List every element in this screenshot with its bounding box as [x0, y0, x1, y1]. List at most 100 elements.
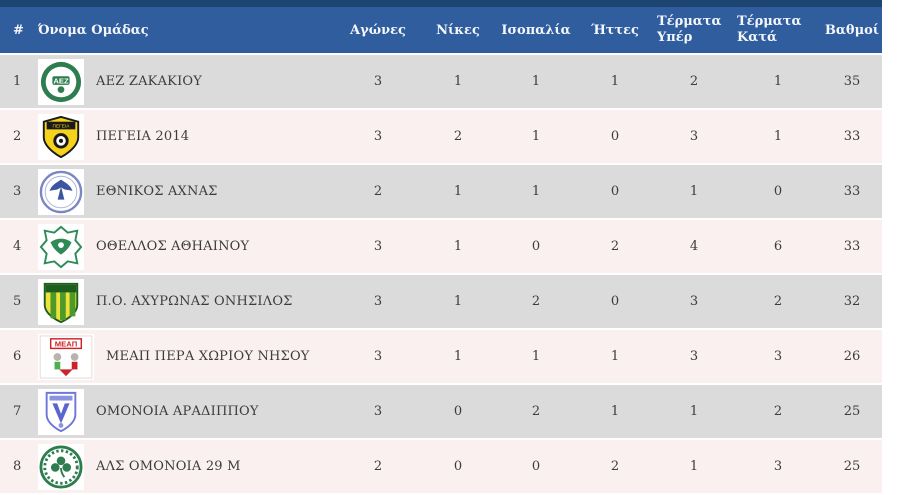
wins-value: 1 [453, 239, 463, 254]
games-value: 2 [373, 459, 383, 474]
games-value: 3 [373, 74, 383, 89]
games-value: 3 [373, 294, 383, 309]
position-value: 5 [13, 294, 22, 309]
team-cell: ΕΘΝΙΚΟΣ ΑΧΝΑΣ [36, 168, 336, 215]
table-row[interactable]: 4 ΟΘΕΛΛΟΣ ΑΘΗΑΙΝΟΥ 3 1 0 2 4 6 33 [0, 220, 882, 275]
team-name: ΑΛΣ ΟΜΟΝΟΙΑ 29 Μ [96, 459, 241, 474]
svg-text:ΜΕΑΠ: ΜΕΑΠ [55, 339, 78, 348]
losses-value: 0 [610, 129, 620, 144]
wins-value: 1 [453, 349, 463, 364]
team-name: Π.Ο. ΑΧΥΡΩΝΑΣ ΟΝΗΣΙΛΟΣ [96, 294, 293, 309]
wins-value: 2 [453, 129, 463, 144]
goals-against-value: 2 [773, 404, 783, 419]
goals-for-value: 2 [689, 74, 699, 89]
goals-against-value: 6 [773, 239, 783, 254]
points-value: 25 [843, 459, 861, 474]
losses-value: 0 [610, 184, 620, 199]
draws-value: 2 [531, 294, 541, 309]
games-value: 3 [373, 404, 383, 419]
header-position: # [13, 22, 24, 38]
header-team-name: Όνομα Ομάδας [38, 22, 149, 38]
table-body: 1 ΑΕΖ ΑΕΖ ΖΑΚΑΚΙΟΥ 3 1 1 1 2 1 35 2 ΠΕΓΕ… [0, 55, 882, 495]
position-value: 3 [13, 184, 22, 199]
header-goals-for: Τέρματα Υπέρ [657, 13, 722, 45]
wins-value: 1 [453, 74, 463, 89]
goals-for-value: 3 [689, 349, 699, 364]
ethnikos-achnas-crest [38, 168, 84, 215]
draws-value: 2 [531, 404, 541, 419]
svg-text:ΑΕΖ: ΑΕΖ [53, 76, 69, 85]
goals-for-value: 3 [689, 129, 699, 144]
aez-zakakiou-crest: ΑΕΖ [38, 58, 84, 105]
table-row[interactable]: 6 ΜΕΑΠ ΜΕΑΠ ΠΕΡΑ ΧΩΡΙΟΥ ΝΗΣΟΥ 3 1 1 1 3 … [0, 330, 882, 385]
goals-against-value: 2 [773, 294, 783, 309]
table-top-accent-bar [0, 0, 882, 7]
pegeia-2014-crest: ΠΕΓΕΙΑ [38, 113, 84, 160]
team-name: ΟΘΕΛΛΟΣ ΑΘΗΑΙΝΟΥ [96, 239, 250, 254]
losses-value: 0 [610, 294, 620, 309]
goals-against-value: 1 [773, 74, 783, 89]
draws-value: 1 [531, 129, 541, 144]
losses-value: 1 [610, 74, 620, 89]
wins-value: 0 [453, 404, 463, 419]
als-omonoia-29m-crest [38, 443, 84, 490]
team-cell: ΜΕΑΠ ΜΕΑΠ ΠΕΡΑ ΧΩΡΙΟΥ ΝΗΣΟΥ [36, 333, 336, 380]
omonoia-aradippou-crest [38, 388, 84, 435]
losses-value: 1 [610, 404, 620, 419]
meap-pera-choriou-crest: ΜΕΑΠ [38, 333, 94, 380]
games-value: 3 [373, 239, 383, 254]
goals-for-value: 1 [689, 184, 699, 199]
goals-for-value: 3 [689, 294, 699, 309]
position-value: 6 [13, 349, 22, 364]
draws-value: 0 [531, 459, 541, 474]
points-value: 32 [843, 294, 861, 309]
points-value: 35 [843, 74, 861, 89]
position-value: 7 [13, 404, 22, 419]
draws-value: 0 [531, 239, 541, 254]
header-goals-against: Τέρματα Κατά [737, 13, 802, 45]
points-value: 33 [843, 129, 861, 144]
team-name: ΜΕΑΠ ΠΕΡΑ ΧΩΡΙΟΥ ΝΗΣΟΥ [106, 349, 310, 364]
team-name: ΑΕΖ ΖΑΚΑΚΙΟΥ [96, 74, 203, 89]
goals-for-value: 1 [689, 459, 699, 474]
draws-value: 1 [531, 349, 541, 364]
losses-value: 1 [610, 349, 620, 364]
header-losses: Ήττες [591, 22, 639, 38]
table-row[interactable]: 5 Π.Ο. ΑΧΥΡΩΝΑΣ ΟΝΗΣΙΛΟΣ 3 1 2 0 3 2 32 [0, 275, 882, 330]
wins-value: 1 [453, 184, 463, 199]
team-name: ΟΜΟΝΟΙΑ ΑΡΑΔΙΠΠΟΥ [96, 404, 259, 419]
team-cell: ΠΕΓΕΙΑ ΠΕΓΕΙΑ 2014 [36, 113, 336, 160]
points-value: 25 [843, 404, 861, 419]
header-games: Αγώνες [350, 22, 406, 38]
wins-value: 1 [453, 294, 463, 309]
goals-against-value: 0 [773, 184, 783, 199]
games-value: 3 [373, 129, 383, 144]
position-value: 1 [13, 74, 22, 89]
draws-value: 1 [531, 184, 541, 199]
table-row[interactable]: 1 ΑΕΖ ΑΕΖ ΖΑΚΑΚΙΟΥ 3 1 1 1 2 1 35 [0, 55, 882, 110]
header-draws: Ισοπαλία [501, 22, 571, 38]
losses-value: 2 [610, 459, 620, 474]
svg-text:ΠΕΓΕΙΑ: ΠΕΓΕΙΑ [53, 123, 71, 129]
header-wins: Νίκες [436, 22, 480, 38]
team-name: ΕΘΝΙΚΟΣ ΑΧΝΑΣ [96, 184, 218, 199]
goals-for-value: 1 [689, 404, 699, 419]
goals-against-value: 1 [773, 129, 783, 144]
points-value: 33 [843, 184, 861, 199]
team-cell: ΑΛΣ ΟΜΟΝΟΙΑ 29 Μ [36, 443, 336, 490]
table-row[interactable]: 2 ΠΕΓΕΙΑ ΠΕΓΕΙΑ 2014 3 2 1 0 3 1 33 [0, 110, 882, 165]
games-value: 2 [373, 184, 383, 199]
position-value: 2 [13, 129, 22, 144]
team-cell: ΑΕΖ ΑΕΖ ΖΑΚΑΚΙΟΥ [36, 58, 336, 105]
team-cell: Π.Ο. ΑΧΥΡΩΝΑΣ ΟΝΗΣΙΛΟΣ [36, 278, 336, 325]
achyronas-onisilos-crest [38, 278, 84, 325]
goals-for-value: 4 [689, 239, 699, 254]
table-row[interactable]: 8 ΑΛΣ ΟΜΟΝΟΙΑ 29 Μ 2 0 0 2 1 3 25 [0, 440, 882, 495]
table-row[interactable]: 3 ΕΘΝΙΚΟΣ ΑΧΝΑΣ 2 1 1 0 1 0 33 [0, 165, 882, 220]
wins-value: 0 [453, 459, 463, 474]
goals-against-value: 3 [773, 459, 783, 474]
header-points: Βαθμοί [824, 22, 880, 38]
table-header-row: # Όνομα Ομάδας Αγώνες Νίκες Ισοπαλία Ήττ… [0, 7, 882, 55]
table-row[interactable]: 7 ΟΜΟΝΟΙΑ ΑΡΑΔΙΠΠΟΥ 3 0 2 1 1 2 25 [0, 385, 882, 440]
